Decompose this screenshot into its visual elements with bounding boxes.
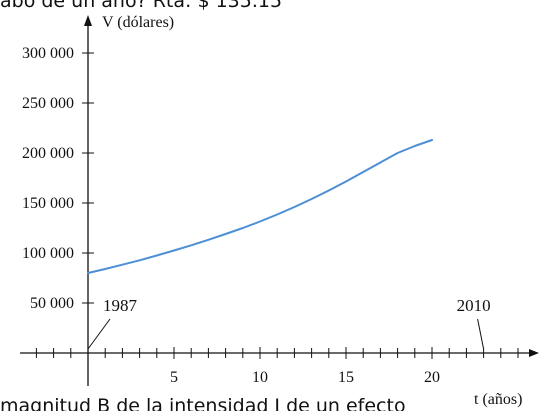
chart-annotations: 1987 2010 [87, 296, 491, 350]
x-tick-label: 15 [338, 369, 354, 386]
y-tick-label: 150 000 [22, 195, 74, 212]
chart-series [87, 139, 433, 274]
chart-axes [20, 15, 539, 386]
y-tick-label: 250 000 [22, 95, 74, 112]
x-tick-label: 10 [252, 369, 268, 386]
x-axis-arrow [529, 349, 539, 357]
clipped-bottom-text: magnitud B de la intensidad I de un efec… [0, 395, 406, 411]
x-tick-label: 20 [424, 369, 440, 386]
y-tick-label: 300 000 [22, 45, 74, 62]
y-axis-arrow [84, 15, 92, 26]
clipped-top-text: abo de un año? Rta: $ 135.15 [0, 0, 283, 12]
year-annotation-label: 1987 [103, 296, 138, 315]
y-axis-label: V (dólares) [102, 14, 174, 31]
year-annotation-pointer [477, 318, 485, 350]
chart-labels: 5 10 15 20 50 000 100 000 150 000 200 000 250 00… [22, 14, 522, 408]
year-annotation-pointer [87, 318, 111, 350]
year-annotation-label: 2010 [457, 296, 491, 315]
value-curve [87, 139, 433, 274]
x-tick-label: 5 [170, 369, 178, 386]
y-tick-label: 200 000 [22, 145, 74, 162]
x-axis-label: t (años) [474, 391, 522, 408]
y-tick-label: 50 000 [30, 295, 74, 312]
chart-ticks [35, 52, 519, 359]
y-tick-label: 100 000 [22, 245, 74, 262]
